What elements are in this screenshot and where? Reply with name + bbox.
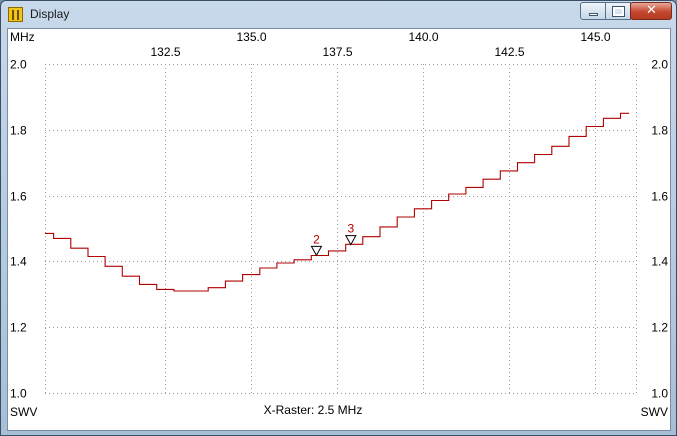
marker-label: 3	[347, 222, 354, 236]
y-tick-label-left: 1.4	[10, 255, 27, 269]
close-icon: ✕	[646, 3, 657, 18]
y-tick-label-right: 1.2	[651, 321, 668, 335]
marker-label: 2	[313, 232, 320, 246]
y-tick-label-right: 1.4	[651, 255, 668, 269]
marker-triangle-icon	[344, 235, 357, 246]
y-tick-label-left: 1.0	[10, 387, 27, 401]
marker-triangle-icon	[310, 245, 323, 257]
y-tick-label-right: 1.6	[651, 190, 668, 204]
maximize-icon	[612, 6, 625, 17]
swr-chart: 23 MHz SWV SWV X-Raster: 2.5 MHz 2.0 2.01…	[10, 30, 668, 419]
right-unit-label-swv: SWV	[641, 405, 668, 419]
y-tick-label-right: 1.0	[651, 387, 668, 401]
x-tick-label-bottom: 137.5	[322, 45, 352, 59]
x-tick-label-bottom: 132.5	[150, 45, 180, 59]
y-tick-label-right: 1.8	[651, 124, 668, 138]
raster-label: X-Raster: 2.5 MHz	[264, 403, 363, 417]
left-unit-label-swv: SWV	[10, 405, 37, 419]
y-tick-label-left: 2.0	[10, 58, 27, 72]
y-tick-label-left: 1.6	[10, 190, 27, 204]
unit-label-mhz: MHz	[10, 30, 35, 44]
x-tick-label-top: 135.0	[236, 30, 266, 44]
y-tick-label-left: 1.8	[10, 124, 27, 138]
x-tick-label-bottom: 142.5	[494, 45, 524, 59]
close-button[interactable]: ✕	[630, 2, 672, 20]
maximize-button[interactable]	[605, 2, 631, 20]
window-title: Display	[30, 7, 70, 21]
minimize-icon	[589, 13, 598, 16]
title-bar[interactable]: Display ✕	[1, 1, 676, 28]
frequency-markers: 23	[310, 222, 357, 257]
app-icon	[8, 7, 23, 22]
swr-curve	[45, 112, 630, 292]
x-tick-label-top: 145.0	[580, 30, 610, 44]
swr-line	[45, 112, 630, 292]
y-tick-label-left: 1.2	[10, 321, 27, 335]
axis-labels: MHz SWV SWV X-Raster: 2.5 MHz 2.0 2.0 1.8 1…	[10, 30, 668, 419]
minimize-button[interactable]	[580, 2, 606, 20]
x-tick-label-top: 140.0	[408, 30, 438, 44]
grid-lines	[45, 64, 637, 394]
y-tick-label-right: 2.0	[651, 58, 668, 72]
